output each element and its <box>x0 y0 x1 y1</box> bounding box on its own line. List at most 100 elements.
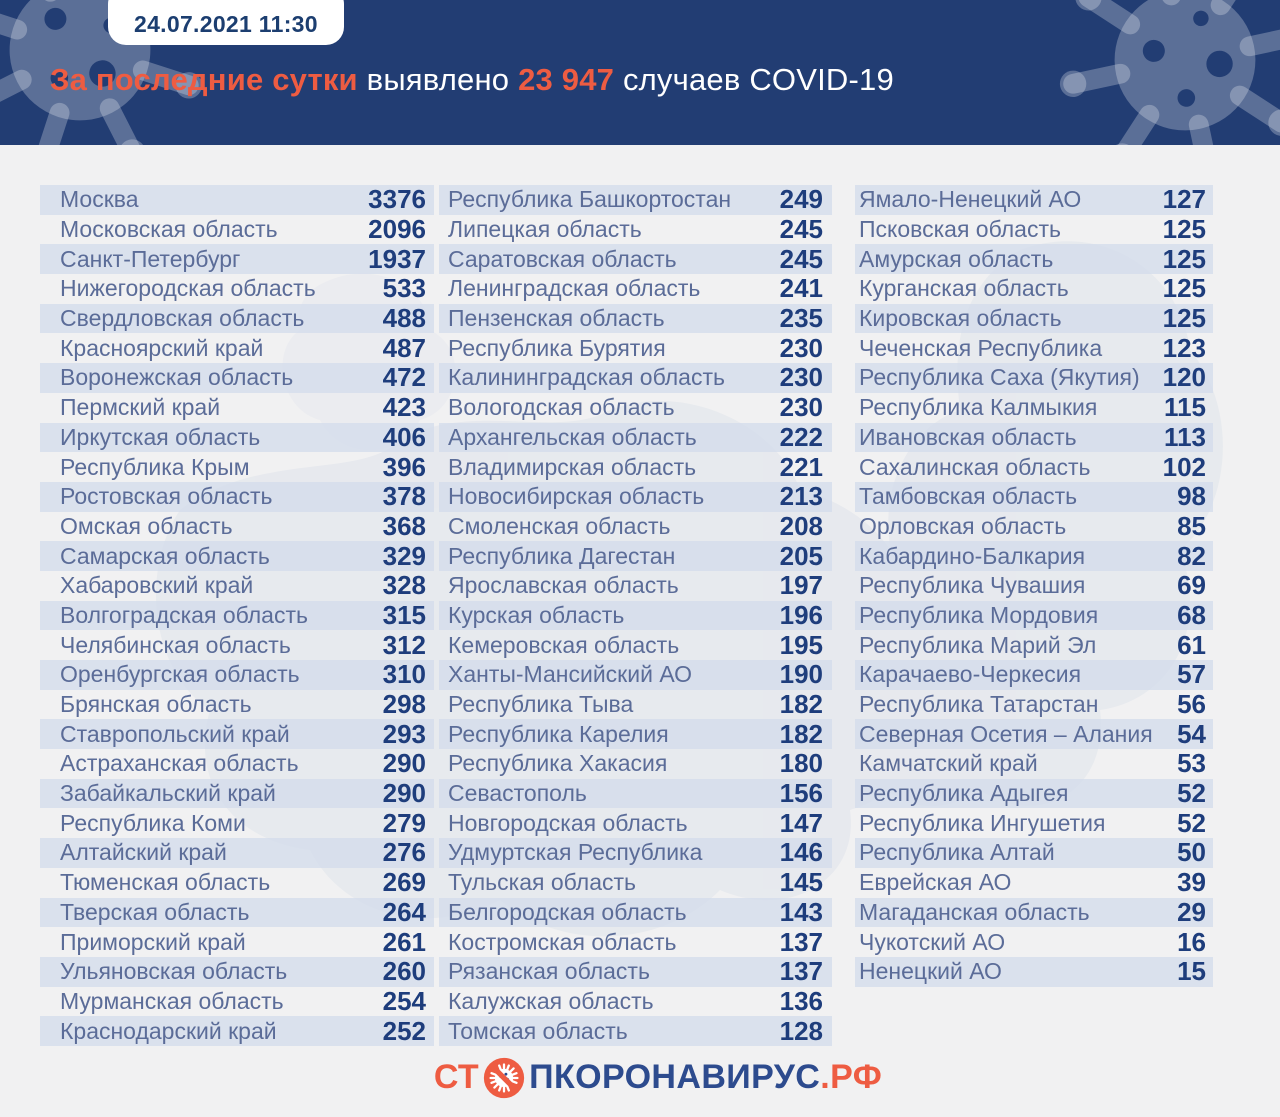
table-row: Калужская область 136 <box>439 986 832 1017</box>
region-name: Республика Татарстан <box>859 691 1099 718</box>
region-value: 137 <box>779 926 823 957</box>
region-name: Астраханская область <box>60 750 299 777</box>
table-row: Удмуртская Республика 146 <box>439 837 832 868</box>
region-name: Оренбургская область <box>60 661 300 688</box>
region-value: 406 <box>382 421 426 452</box>
region-name: Чеченская Республика <box>859 334 1103 361</box>
region-name: Вологодская область <box>448 394 675 421</box>
table-row: Тюменская область 269 <box>40 867 434 898</box>
table-row: Кировская область 125 <box>855 303 1213 334</box>
table-row: Ставропольский край 293 <box>40 718 434 750</box>
region-name: Саратовская область <box>448 245 677 272</box>
logo-suffix: .РФ <box>820 1057 883 1096</box>
region-value: 230 <box>779 362 823 393</box>
region-name: Орловская область <box>859 512 1067 539</box>
table-row: Республика Алтай 50 <box>855 837 1213 868</box>
table-row: Орловская область 85 <box>855 510 1213 542</box>
region-value: 182 <box>779 689 823 720</box>
table-row: Республика Хакасия 180 <box>439 748 832 779</box>
region-name: Хабаровский край <box>60 572 254 599</box>
region-name: Пензенская область <box>448 305 665 332</box>
region-value: 143 <box>779 896 823 927</box>
table-row: Псковская область 125 <box>855 214 1213 245</box>
table-row: Воронежская область 472 <box>40 362 434 393</box>
region-value: 125 <box>1162 243 1206 274</box>
table-row: Алтайский край 276 <box>40 837 434 868</box>
region-value: 137 <box>779 956 823 987</box>
region-name: Республика Башкортостан <box>448 186 732 213</box>
region-name: Челябинская область <box>60 631 291 658</box>
region-name: Камчатский край <box>859 750 1038 777</box>
region-name: Кемеровская область <box>448 631 680 658</box>
region-value: 56 <box>1177 689 1206 720</box>
region-name: Республика Калмыкия <box>859 394 1098 421</box>
title-plain: выявлено <box>366 62 510 97</box>
table-row: Республика Калмыкия 115 <box>855 392 1213 423</box>
table-row: Чукотский АО 16 <box>855 927 1213 957</box>
table-row: Новгородская область 147 <box>439 808 832 838</box>
table-row: Ульяновская область 260 <box>40 956 434 987</box>
region-name: Пермский край <box>60 394 221 421</box>
table-row: Еврейская АО 39 <box>855 867 1213 898</box>
region-name: Ставропольский край <box>60 720 290 747</box>
region-name: Томская область <box>448 1017 628 1044</box>
region-value: 102 <box>1162 451 1206 482</box>
region-name: Архангельская область <box>448 423 697 450</box>
region-name: Костромская область <box>448 928 677 955</box>
region-value: 180 <box>779 748 823 779</box>
region-name: Свердловская область <box>60 305 305 332</box>
stopcoronavirus-logo: СТ ПКОРОНАВИРУС .РФ <box>434 1054 882 1100</box>
region-value: 315 <box>382 599 426 630</box>
logo-main: ПКОРОНАВИРУС <box>529 1057 821 1096</box>
page-title: За последние сутки выявлено 23 947 случа… <box>50 62 894 98</box>
table-row: Брянская область 298 <box>40 689 434 720</box>
region-name: Республика Дагестан <box>448 542 676 569</box>
region-value: 230 <box>779 392 823 423</box>
table-row: Республика Мордовия 68 <box>855 600 1213 631</box>
region-name: Краснодарский край <box>60 1017 277 1044</box>
no-virus-icon <box>483 1057 525 1099</box>
table-column-3: Ямало-Ненецкий АО 127 Псковская область 125… <box>855 184 1213 1046</box>
region-name: Республика Саха (Якутия) <box>859 364 1140 391</box>
table-row: Карачаево-Черкесия 57 <box>855 659 1213 690</box>
region-value: 69 <box>1177 570 1206 601</box>
table-row: Саратовская область 245 <box>439 243 832 275</box>
region-name: Амурская область <box>859 245 1054 272</box>
table-row: Магаданская область 29 <box>855 897 1213 928</box>
table-row: Оренбургская область 310 <box>40 659 434 690</box>
region-value: 533 <box>382 273 426 304</box>
table-row: Санкт-Петербург 1937 <box>40 244 434 275</box>
region-value: 293 <box>382 718 426 749</box>
region-name: Севастополь <box>448 780 587 807</box>
table-row: Хабаровский край 328 <box>40 570 434 601</box>
region-name: Республика Карелия <box>448 720 669 747</box>
region-name: Ханты-Мансийский АО <box>448 661 693 688</box>
region-value: 156 <box>779 778 823 809</box>
region-value: 50 <box>1177 837 1206 868</box>
region-name: Республика Хакасия <box>448 750 668 777</box>
region-value: 123 <box>1162 332 1206 363</box>
region-name: Тверская область <box>60 898 250 925</box>
region-value: 15 <box>1177 956 1206 987</box>
region-name: Чукотский АО <box>859 928 1006 955</box>
region-value: 85 <box>1177 510 1206 541</box>
region-value: 196 <box>779 599 823 630</box>
region-name: Владимирская область <box>448 453 697 480</box>
table-row: Сахалинская область 102 <box>855 452 1213 482</box>
table-row: Курганская область 125 <box>855 273 1213 304</box>
table-row: Республика Тыва 182 <box>439 689 832 720</box>
region-value: 245 <box>779 243 823 274</box>
region-value: 115 <box>1164 392 1206 423</box>
region-value: 147 <box>779 807 823 838</box>
table-row: Тверская область 264 <box>40 897 434 928</box>
region-value: 487 <box>382 332 426 363</box>
table-row: Кемеровская область 195 <box>439 630 832 660</box>
table-row: Пензенская область 235 <box>439 303 832 334</box>
table-row: Ростовская область 378 <box>40 481 434 512</box>
table-row: Ярославская область 197 <box>439 570 832 601</box>
table-row: Курская область 196 <box>439 599 832 631</box>
region-value: 57 <box>1177 659 1206 690</box>
region-name: Воронежская область <box>60 364 294 391</box>
table-row: Московская область 2096 <box>40 214 434 245</box>
region-name: Республика Мордовия <box>859 601 1099 628</box>
